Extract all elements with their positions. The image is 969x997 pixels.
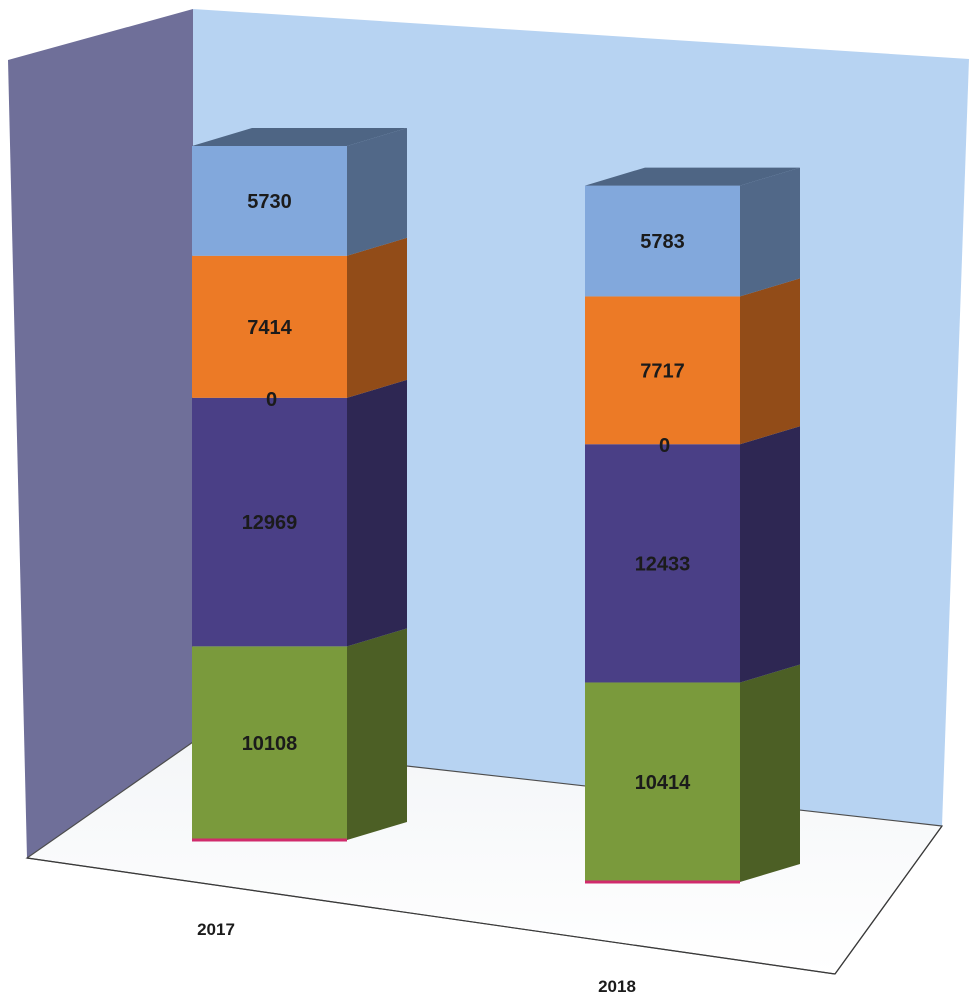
- data-label-2017-0: 10108: [242, 733, 298, 755]
- bar-segment-2018-3: [585, 296, 740, 445]
- bar-segment-2017-1: [192, 397, 347, 647]
- data-label-2018-1: 12433: [635, 553, 691, 575]
- bar-top-2018: [585, 167, 800, 186]
- bar-segment-side-2017-3: [347, 237, 407, 398]
- bar-segment-side-2017-1: [347, 379, 407, 647]
- bar-segment-2017-0: [192, 646, 347, 840]
- chart-side-wall: [8, 9, 193, 858]
- data-label-2017-4: 5730: [247, 191, 292, 213]
- bar-segment-2018-0: [585, 682, 740, 882]
- bar-segment-side-2018-1: [740, 426, 800, 683]
- bar-segment-2018-4: [585, 185, 740, 297]
- data-label-2018-2: 0: [659, 435, 670, 457]
- bar-segment-2017-4: [192, 146, 347, 256]
- bar-segment-side-2018-0: [740, 664, 800, 882]
- bar-segment-2017-3: [192, 255, 347, 398]
- x-tick-label-2017: 2017: [197, 920, 235, 939]
- bar-segment-side-2018-4: [740, 167, 800, 297]
- floor-front-edge: [26, 857, 836, 975]
- bar-segment-side-2018-3: [740, 278, 800, 445]
- bar-segment-side-2017-4: [347, 128, 407, 256]
- bar-top-2017: [192, 128, 407, 146]
- x-tick-label-2018: 2018: [598, 977, 636, 996]
- data-label-2018-0: 10414: [635, 772, 691, 794]
- floor-right-edge: [834, 825, 943, 975]
- bars-group: 10108 12969 0 7414 5730 10414 12433 0 7717 5783: [192, 128, 800, 884]
- data-label-2017-1: 12969: [242, 512, 298, 534]
- data-label-2018-3: 7717: [640, 360, 685, 382]
- bar-segment-side-2017-0: [347, 628, 407, 840]
- data-label-2017-2: 0: [266, 389, 277, 411]
- bar-segment-2018-1: [585, 444, 740, 683]
- data-label-2017-3: 7414: [247, 317, 292, 339]
- data-label-2018-4: 5783: [640, 231, 685, 253]
